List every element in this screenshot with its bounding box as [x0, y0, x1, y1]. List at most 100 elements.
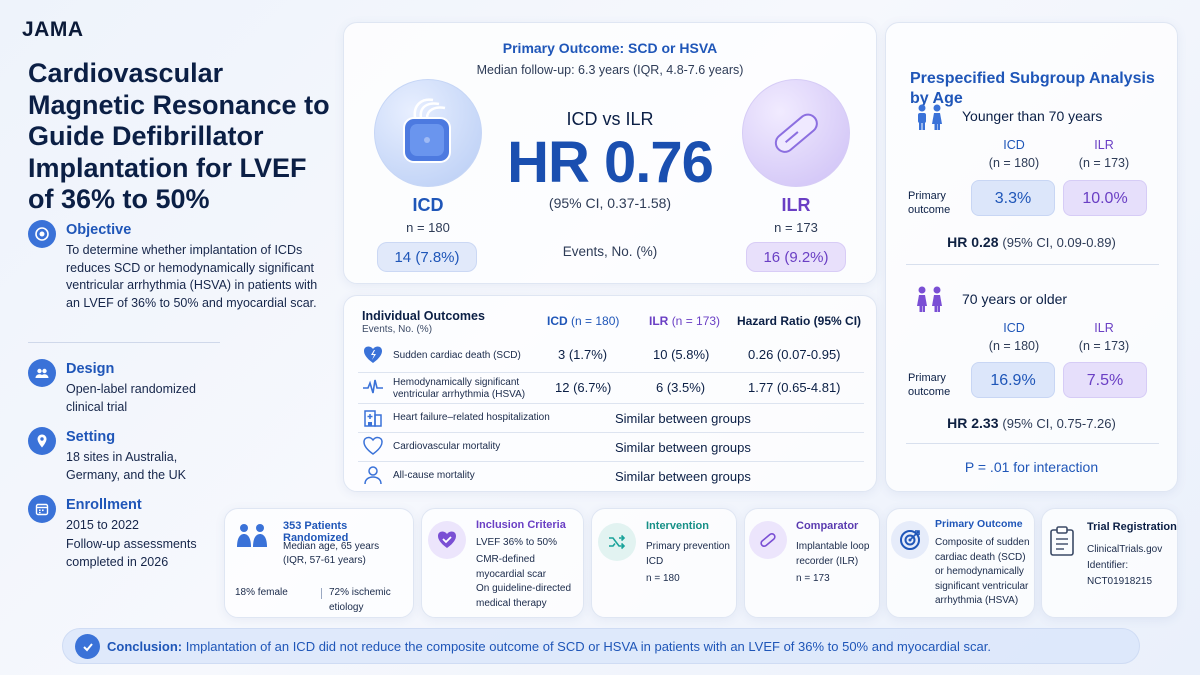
loop-recorder-icon [749, 521, 787, 559]
younger-hr-ci: (95% CI, 0.09-0.89) [1002, 235, 1116, 250]
person-icon [362, 464, 384, 486]
col-ilr-n: (n = 173) [671, 314, 721, 328]
divider [28, 342, 220, 343]
conclusion-body: Implantation of an ICD did not reduce th… [185, 639, 991, 654]
shuffle-icon [598, 523, 636, 561]
intervention-title: Intervention [646, 520, 709, 532]
primary-outcome-card: Primary Outcome: SCD or HSVA Median foll… [343, 22, 877, 284]
younger-ilr-value: 10.0% [1063, 180, 1147, 216]
page-title: Cardiovascular Magnetic Resonance to Gui… [28, 58, 330, 214]
bullseye-icon [891, 521, 929, 559]
icd-device-icon [403, 98, 451, 163]
patients-title: 353 Patients Randomized [283, 520, 349, 544]
row-divider [358, 461, 864, 462]
conclusion-text: Conclusion: Implantation of an ICD did n… [107, 639, 991, 654]
scd-hr-value: 0.26 (0.07-0.95) [748, 347, 841, 362]
col-icd-n: (n = 180) [571, 314, 620, 328]
conclusion-label: Conclusion: [107, 639, 183, 654]
comparator-n: n = 173 [796, 573, 830, 584]
trial-registration-card: Trial Registration ClinicalTrials.gov Id… [1041, 508, 1178, 618]
intervention-n: n = 180 [646, 573, 680, 584]
younger-row-label: Primary outcome [908, 190, 951, 216]
enrollment-followup: Follow-up assessments completed in 2026 [66, 537, 197, 569]
icd-device-bubble [374, 79, 482, 187]
scd-ilr-value: 10 (5.8%) [653, 347, 710, 362]
hazard-ratio: HR 0.76 [507, 130, 714, 195]
journal-brand: JAMA [22, 18, 84, 41]
hospital-icon [362, 406, 384, 428]
older-label: 70 years or older [962, 291, 1068, 307]
row-label-hsva: Hemodynamically significant ventricular … [393, 377, 526, 400]
row-divider [358, 432, 864, 433]
ilr-events-pill: 16 (9.2%) [746, 242, 846, 272]
ecg-icon [362, 376, 384, 398]
calendar-icon [28, 495, 56, 523]
older-hr: HR 2.33 (95% CI, 0.75-7.26) [886, 415, 1177, 431]
registration-identifier: NCT01918215 [1087, 576, 1153, 587]
col-ilr-label: ILR [649, 314, 669, 328]
individual-outcomes-card: Individual Outcomes Events, No. (%) ICD … [343, 295, 877, 492]
hsva-icd-value: 12 (6.7%) [555, 380, 612, 395]
target-icon [28, 220, 56, 248]
younger-icd-header: ICD [1003, 138, 1025, 152]
cv-mortality-summary: Similar between groups [615, 440, 751, 455]
primary-outcome-title: Primary Outcome: SCD or HSVA [502, 40, 718, 56]
map-pin-icon [28, 427, 56, 455]
older-hr-ci: (95% CI, 0.75-7.26) [1002, 416, 1116, 431]
patients-card: 353 Patients Randomized Median age, 65 y… [224, 508, 414, 618]
row-label-all-cause: All-cause mortality [393, 470, 475, 481]
enrollment-years: 2015 to 2022 [66, 518, 139, 532]
row-divider [358, 372, 864, 373]
comparator-card: Comparator Implantable loop recorder (IL… [744, 508, 880, 618]
inclusion-scar: CMR-defined myocardial scar [476, 554, 547, 580]
patients-icon [237, 524, 267, 547]
interaction-p-value: P = .01 for interaction [964, 459, 1099, 475]
subgroup-card: Prespecified Subgroup Analysis by Age Yo… [885, 22, 1178, 492]
separator [321, 588, 322, 599]
older-ilr-header: ILR [1094, 321, 1114, 335]
col-hr-header: Hazard Ratio (95% CI) [737, 314, 862, 328]
intervention-desc: Primary prevention ICD [646, 541, 730, 567]
younger-icd-value: 3.3% [971, 180, 1055, 216]
ilr-device-icon [774, 113, 818, 153]
patients-ischemic: 72% ischemic etiology [329, 587, 391, 613]
scd-icd-value: 3 (1.7%) [558, 347, 608, 362]
design-heading: Design [66, 361, 115, 377]
comparison-label: ICD vs ILR [566, 109, 654, 129]
older-row-label: Primary outcome [908, 372, 951, 398]
inclusion-title: Inclusion Criteria [476, 519, 566, 531]
primary-outcome-info-card: Primary Outcome Composite of sudden card… [886, 508, 1035, 618]
col-ilr-header: ILR (n = 173) [649, 314, 720, 328]
inclusion-gdmt: On guideline-directed medical therapy [476, 583, 572, 609]
group-icon [28, 359, 56, 387]
comparator-desc: Implantable loop recorder (ILR) [796, 541, 870, 567]
younger-label: Younger than 70 years [962, 108, 1103, 124]
registration-identifier-label: Identifier: [1087, 560, 1129, 571]
registration-site: ClinicalTrials.gov [1087, 544, 1163, 555]
objective-text: To determine whether implantation of ICD… [66, 243, 318, 310]
col-icd-label: ICD [547, 314, 568, 328]
primary-outcome-info-title: Primary Outcome [935, 518, 1023, 530]
registration-title: Trial Registration [1087, 521, 1177, 533]
older-icd-header: ICD [1003, 321, 1025, 335]
icd-n: n = 180 [406, 220, 450, 235]
older-icd-value: 16.9% [971, 362, 1055, 398]
older-hr-value: HR 2.33 [947, 415, 999, 431]
patients-iqr: (IQR, 57-61 years) [283, 555, 366, 566]
enrollment-heading: Enrollment [66, 497, 142, 513]
icd-events-pill: 14 (7.8%) [377, 242, 477, 272]
comparator-title: Comparator [796, 520, 859, 532]
design-section: Design Open-label randomized clinical tr… [28, 359, 328, 419]
row-label-cv-mortality: Cardiovascular mortality [393, 441, 501, 452]
enrollment-section: Enrollment 2015 to 2022 Follow-up assess… [28, 495, 328, 575]
lightning-heart-icon [362, 344, 384, 366]
setting-heading: Setting [66, 429, 116, 445]
hsva-ilr-value: 6 (3.5%) [656, 380, 706, 395]
row-label-scd: Sudden cardiac death (SCD) [393, 350, 521, 361]
events-label: Events, No. (%) [562, 244, 658, 259]
patients-female: 18% female [235, 587, 288, 598]
younger-hr-value: HR 0.28 [947, 234, 999, 250]
older-icd-n: (n = 180) [988, 339, 1040, 353]
table-subtitle: Events, No. (%) [362, 324, 433, 335]
ilr-n: n = 173 [774, 220, 818, 235]
